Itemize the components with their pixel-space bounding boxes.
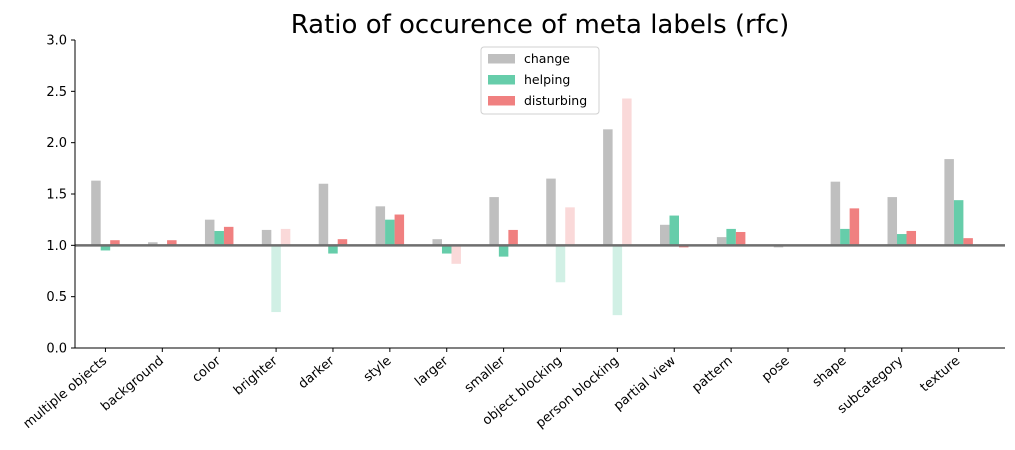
x-tick-label: pattern [689, 354, 735, 396]
bar-helping-10 [669, 215, 679, 246]
bar-change-5 [375, 206, 386, 246]
legend: change helping disturbing [480, 46, 600, 115]
y-ticks: 0.0 0.5 1.0 1.5 2.0 2.5 3.0 [46, 34, 75, 357]
bar-disturbing-1 [167, 240, 177, 246]
bar-disturbing-0 [110, 240, 120, 246]
bar-disturbing-14 [906, 230, 917, 246]
bars-group [91, 98, 973, 316]
bar-helping-4 [328, 245, 338, 254]
x-tick-label: smaller [462, 353, 509, 396]
x-tick-label: pose [759, 354, 792, 385]
bar-disturbing-6 [451, 245, 461, 264]
bar-disturbing-2 [223, 226, 234, 246]
bar-helping-15 [953, 200, 964, 246]
x-tick-label: darker [296, 353, 338, 392]
bar-change-14 [887, 197, 898, 246]
bar-helping-9 [612, 245, 623, 316]
y-tick-label: 1.5 [46, 188, 67, 203]
bar-change-9 [603, 129, 613, 246]
bar-helping-2 [214, 230, 224, 246]
x-tick-label: multiple objects [21, 353, 111, 432]
x-tick-label: color [190, 353, 225, 385]
y-tick-label: 1.0 [46, 239, 67, 254]
y-tick-label: 2.5 [46, 85, 67, 100]
bar-disturbing-4 [337, 239, 348, 246]
y-tick-label: 0.5 [46, 290, 67, 305]
bar-change-7 [489, 197, 499, 246]
x-tick-label: background [98, 354, 167, 415]
bar-change-10 [660, 224, 670, 246]
bar-disturbing-15 [963, 238, 973, 246]
bar-helping-3 [271, 245, 281, 313]
x-tick-label: style [361, 354, 395, 386]
bar-change-4 [318, 183, 329, 246]
legend-label-helping: helping [524, 72, 570, 87]
bar-disturbing-11 [735, 231, 746, 246]
x-tick-label: shape [810, 354, 850, 391]
bar-change-13 [830, 181, 841, 246]
legend-label-change: change [524, 51, 570, 66]
chart-title: Ratio of occurence of meta labels (rfc) [291, 10, 790, 40]
bar-disturbing-9 [622, 98, 632, 246]
legend-swatch-disturbing [488, 96, 515, 106]
bar-helping-11 [726, 228, 736, 246]
bar-helping-8 [555, 245, 566, 283]
bar-helping-0 [100, 245, 111, 251]
legend-label-disturbing: disturbing [524, 93, 587, 108]
y-tick-label: 2.0 [46, 136, 67, 151]
x-tick-label: larger [412, 353, 451, 390]
bar-change-3 [261, 229, 272, 246]
bar-disturbing-3 [280, 228, 291, 246]
bar-helping-7 [498, 245, 509, 257]
x-tick-label: texture [918, 354, 964, 396]
bar-change-0 [91, 180, 101, 246]
bar-change-2 [204, 219, 215, 246]
bar-helping-13 [840, 228, 850, 246]
bar-disturbing-7 [508, 229, 518, 246]
bar-disturbing-5 [394, 214, 405, 246]
x-tick-label: brighter [231, 353, 281, 398]
x-tick-label: partial view [611, 353, 679, 414]
bar-change-1 [148, 242, 158, 246]
bar-change-6 [432, 239, 442, 246]
bar-helping-14 [897, 234, 907, 246]
bar-change-11 [716, 237, 727, 246]
bar-helping-5 [385, 219, 395, 246]
bar-helping-6 [441, 245, 452, 254]
y-tick-label: 0.0 [46, 342, 67, 357]
bar-disturbing-8 [565, 207, 575, 246]
legend-swatch-change [488, 54, 515, 64]
y-tick-label: 3.0 [46, 34, 67, 49]
bar-change-8 [546, 178, 556, 246]
legend-swatch-helping [488, 75, 515, 85]
bar-change-15 [944, 159, 954, 246]
bar-disturbing-13 [849, 208, 860, 246]
